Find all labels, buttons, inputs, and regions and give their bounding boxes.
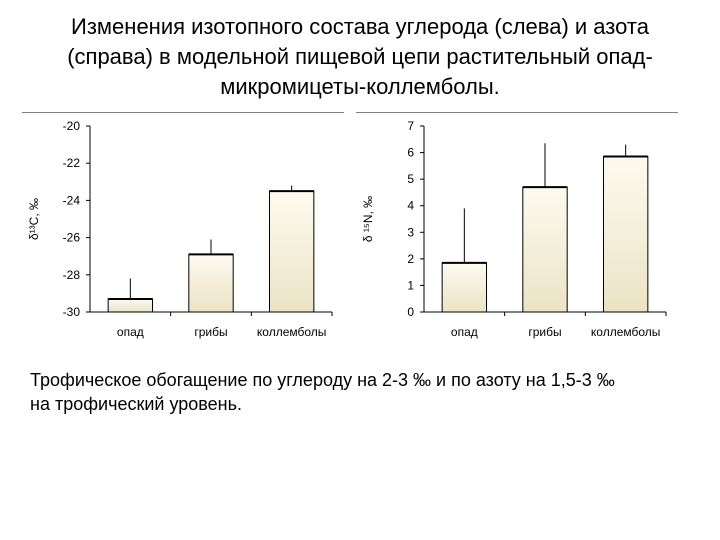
y-tick-label: 4 bbox=[407, 199, 414, 213]
caption-line-1: Трофическое обогащение по углероду на 2-… bbox=[30, 370, 615, 390]
divider-left bbox=[22, 112, 344, 113]
y-tick-label: -20 bbox=[63, 119, 81, 133]
caption: Трофическое обогащение по углероду на 2-… bbox=[30, 368, 700, 416]
y-tick-label: 6 bbox=[407, 146, 414, 160]
bar bbox=[268, 190, 315, 313]
x-tick-label: грибы bbox=[194, 325, 227, 339]
bar bbox=[602, 156, 649, 313]
y-tick-label: -28 bbox=[63, 268, 81, 282]
y-axis-label: δ¹³C, ‰ bbox=[27, 198, 41, 240]
title-line-3: микромицеты-коллемболы. bbox=[220, 74, 500, 99]
y-tick-label: -22 bbox=[63, 156, 81, 170]
x-tick-label: коллемболы bbox=[591, 325, 661, 339]
y-axis-label: δ ¹⁵N, ‰ bbox=[361, 196, 375, 242]
x-tick-label: грибы bbox=[528, 325, 561, 339]
nitrogen-isotope-chart: 7 6 5 4 3 2 1 0 δ ¹⁵N, ‰ опад грибы коллемболы bbox=[361, 119, 667, 339]
bar bbox=[522, 186, 568, 313]
bar bbox=[107, 298, 154, 313]
caption-line-2: на трофический уровень. bbox=[30, 394, 242, 414]
y-tick-label: 5 bbox=[407, 172, 414, 186]
title-line-1: Изменения изотопного состава углерода (с… bbox=[71, 14, 649, 39]
y-tick-label: -30 bbox=[63, 305, 81, 319]
y-tick-label: 0 bbox=[407, 305, 414, 319]
y-tick-label: 3 bbox=[407, 225, 414, 239]
bar bbox=[188, 253, 234, 313]
x-tick-label: коллемболы bbox=[257, 325, 327, 339]
divider-right bbox=[356, 112, 678, 113]
page-title: Изменения изотопного состава углерода (с… bbox=[20, 12, 700, 102]
y-tick-label: -26 bbox=[63, 231, 81, 245]
x-tick-label: опад bbox=[451, 325, 478, 339]
y-tick-label: -24 bbox=[63, 193, 81, 207]
bar bbox=[441, 262, 488, 313]
y-tick-label: 7 bbox=[407, 119, 414, 133]
y-tick-label: 2 bbox=[407, 252, 414, 266]
y-tick-label: 1 bbox=[407, 278, 414, 292]
title-line-2: (справа) в модельной пищевой цепи растит… bbox=[67, 44, 653, 69]
carbon-isotope-chart: -20 -22 -24 -26 -28 -30 δ¹³C, ‰ опад грибы коллем… bbox=[27, 119, 333, 339]
x-tick-label: опад bbox=[117, 325, 144, 339]
